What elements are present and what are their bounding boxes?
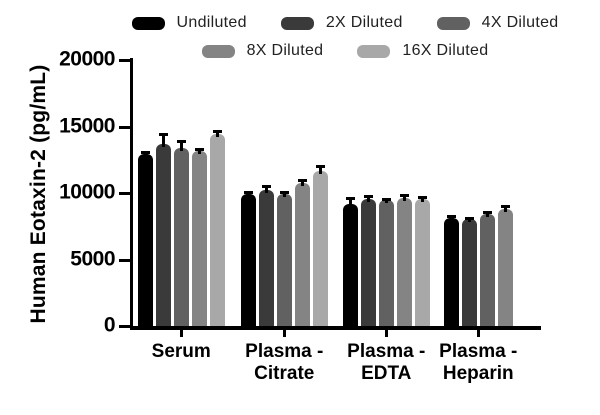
legend-swatch-icon <box>357 44 391 58</box>
error-bar-cap <box>399 193 409 197</box>
legend-item: 2X Diluted <box>280 14 403 32</box>
error-bar-stem <box>247 191 250 197</box>
x-tick <box>384 330 388 337</box>
error-bar-cap <box>363 194 373 198</box>
legend-row: 8X Diluted 16X Diluted <box>110 42 580 60</box>
x-tick <box>282 330 286 337</box>
y-tick-label: 15000 <box>59 114 115 138</box>
error-bar-stem <box>216 131 219 138</box>
bar <box>295 183 310 326</box>
y-tick <box>119 258 130 262</box>
error-bar-stem <box>162 133 165 148</box>
legend-label: 4X Diluted <box>481 14 559 31</box>
error-bar-stem <box>385 198 388 204</box>
x-tick <box>179 330 183 337</box>
error-bar-cap <box>345 197 355 201</box>
legend-label: 16X Diluted <box>402 42 489 59</box>
bar <box>210 134 225 326</box>
error-bar-stem <box>504 206 507 212</box>
bar <box>379 200 394 326</box>
bar <box>156 144 171 326</box>
bar <box>361 198 376 326</box>
y-tick <box>119 125 130 129</box>
legend-label: Undiluted <box>176 14 247 31</box>
bar <box>415 198 430 326</box>
error-bar-stem <box>319 166 322 175</box>
error-bar-cap <box>176 140 186 144</box>
error-bar-stem <box>486 211 489 217</box>
legend-item: 16X Diluted <box>357 42 488 60</box>
legend-item: 4X Diluted <box>436 14 559 32</box>
error-bar-stem <box>180 141 183 151</box>
error-bar-cap <box>140 150 150 154</box>
legend: Undiluted 2X Diluted 4X Diluted 8X Diluted 1… <box>110 14 580 70</box>
legend-label: 8X Diluted <box>246 42 324 59</box>
bar <box>259 189 274 326</box>
y-tick <box>119 325 130 328</box>
error-bar-stem <box>283 191 286 197</box>
y-tick <box>119 59 130 62</box>
error-bar-stem <box>367 195 370 202</box>
bar <box>498 208 513 326</box>
category-label: Serum <box>151 341 211 362</box>
bar <box>480 213 495 326</box>
error-bar-cap <box>381 197 391 201</box>
bar <box>277 193 292 326</box>
bar <box>343 203 358 326</box>
error-bar-cap <box>212 130 222 134</box>
legend-swatch-icon <box>201 44 235 58</box>
error-bar-stem <box>301 179 304 186</box>
error-bar-cap <box>158 132 168 136</box>
bar <box>241 193 256 326</box>
bar <box>174 147 189 326</box>
y-axis-line <box>130 58 133 330</box>
error-bar-cap <box>482 210 492 214</box>
x-tick <box>476 330 480 337</box>
y-tick <box>119 192 130 195</box>
bar <box>138 153 153 326</box>
category-label: Plasma - Heparin <box>439 341 518 385</box>
legend-item: 8X Diluted <box>201 42 324 60</box>
error-bar-stem <box>421 197 424 202</box>
error-bar-stem <box>450 216 453 221</box>
error-bar-cap <box>315 165 325 169</box>
error-bar-stem <box>403 194 406 201</box>
legend-swatch-icon <box>280 16 314 30</box>
category-label: Plasma - EDTA <box>347 341 426 385</box>
error-bar-stem <box>144 151 147 157</box>
error-bar-cap <box>500 205 510 209</box>
bar <box>313 171 328 326</box>
error-bar-cap <box>297 178 307 182</box>
error-bar-cap <box>446 215 456 219</box>
bar <box>444 217 459 326</box>
error-bar-cap <box>279 190 289 194</box>
legend-row: Undiluted 2X Diluted 4X Diluted <box>110 14 580 32</box>
y-tick-label: 10000 <box>59 180 115 204</box>
y-tick-label: 0 <box>103 313 116 337</box>
x-axis-line <box>130 326 541 330</box>
y-tick-label: 20000 <box>59 47 115 71</box>
error-bar-cap <box>261 185 271 189</box>
bar <box>397 197 412 326</box>
error-bar-cap <box>243 190 253 194</box>
legend-label: 2X Diluted <box>325 14 403 31</box>
error-bar-stem <box>349 198 352 207</box>
bar <box>462 218 477 326</box>
bar <box>192 151 207 326</box>
error-bar-cap <box>417 196 427 200</box>
error-bar-stem <box>198 149 201 155</box>
y-tick-label: 5000 <box>70 247 115 271</box>
error-bar-stem <box>468 217 471 222</box>
legend-swatch-icon <box>131 16 165 30</box>
legend-item: Undiluted <box>131 14 247 32</box>
error-bar-stem <box>265 186 268 193</box>
error-bar-cap <box>194 148 204 152</box>
error-bar-cap <box>464 216 474 220</box>
category-label: Plasma - Citrate <box>245 341 324 385</box>
legend-swatch-icon <box>436 16 470 30</box>
